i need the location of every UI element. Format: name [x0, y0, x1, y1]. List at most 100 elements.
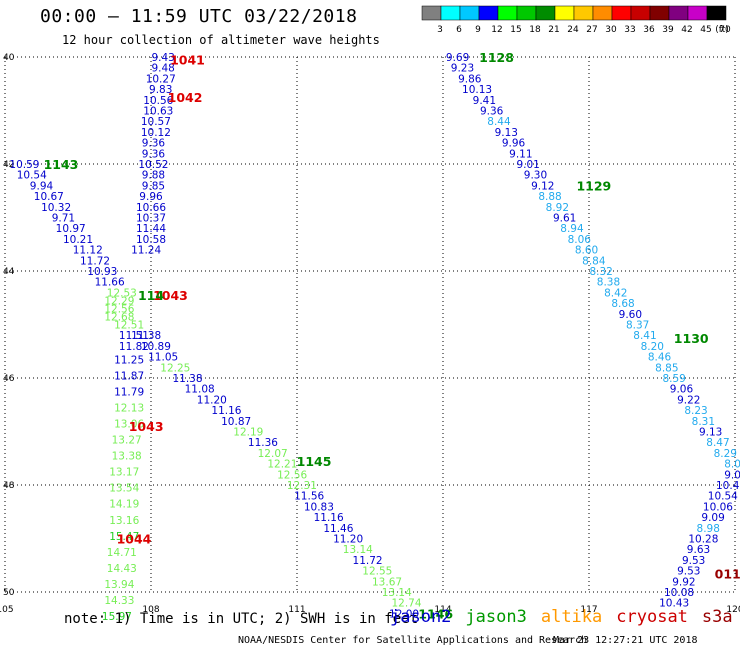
wave-height-point: 13.17	[109, 467, 139, 479]
wave-height-point: 9.96	[502, 138, 526, 150]
wave-height-point: 8.42	[604, 287, 627, 299]
wave-height-point: 10.54	[17, 170, 47, 182]
y-tick-label: 44	[3, 267, 15, 277]
color-legend: 3 6 9 12 15 18 21 24 27 30 33 36 39 42 45 70(ft)	[421, 5, 731, 35]
legend-bin-label: 33	[624, 25, 635, 35]
pass-time-label: 1130	[674, 331, 709, 346]
wave-height-point: 10.63	[143, 106, 173, 118]
wave-height-point: 8.06	[568, 234, 592, 246]
wave-height-point: 8.84	[582, 255, 606, 267]
wave-height-point: 9.11	[509, 148, 532, 160]
x-tick-label: 117	[580, 605, 597, 615]
wave-height-point: 11.38	[131, 330, 161, 342]
satellite-s3a: s3a	[701, 607, 733, 627]
wave-height-point: 12.00	[389, 608, 419, 620]
wave-height-point: 12.21	[267, 459, 297, 471]
wave-height-point: 9.06	[670, 384, 694, 396]
wave-height-point: 11.16	[211, 405, 241, 417]
legend-bin-label: 30	[605, 25, 617, 35]
wave-height-point: 8.20	[641, 341, 664, 353]
wave-height-point: 10.43	[659, 598, 689, 610]
y-tick-label: 42	[3, 160, 14, 170]
pass-time-label: 1041	[170, 53, 205, 68]
wave-height-point: 11.12	[73, 245, 103, 257]
pass-time-label: 1043	[153, 288, 188, 303]
wave-height-point: 11.24	[131, 245, 161, 257]
wave-height-point: 10.08	[664, 587, 694, 599]
wave-height-point: 11.20	[333, 534, 363, 546]
legend-bin-label: 27	[586, 25, 597, 35]
wave-height-point: 11.51	[119, 330, 149, 342]
wave-height-point: 9.96	[139, 191, 163, 203]
legend-bin-label: 24	[567, 25, 579, 35]
wave-height-point: 12.29	[104, 295, 134, 307]
wave-height-point: 8.38	[597, 277, 620, 289]
wave-height-point: 10.54	[708, 491, 738, 503]
pass-time-label: 1043	[129, 419, 164, 434]
pass-time-label: 1129	[576, 178, 611, 193]
y-tick-label: 46	[3, 374, 15, 384]
wave-height-point: 9.13	[699, 427, 722, 439]
wave-height-point: 8.44	[487, 116, 511, 128]
x-tick-label: 120	[726, 605, 740, 615]
satellite-key: jason2 jason3 altika cryosat s3a	[390, 607, 740, 627]
legend-bin-label: 15	[510, 25, 521, 35]
wave-height-point: 9.13	[495, 127, 518, 139]
y-tick-label: 40	[3, 53, 15, 63]
wave-height-point: 12.56	[104, 303, 134, 315]
wave-height-point: 11.08	[185, 384, 215, 396]
wave-height-point: 9.36	[142, 148, 166, 160]
wave-height-point: 8.41	[633, 330, 656, 342]
wave-height-point: 9.23	[451, 63, 474, 75]
wave-height-point: 8.60	[575, 245, 598, 257]
wave-height-point: 13.16	[109, 515, 139, 527]
wave-height-point: 10.89	[141, 341, 171, 353]
wave-height-point: 9.86	[458, 73, 482, 85]
wave-height-point: 10.58	[136, 234, 166, 246]
wave-height-point: 10.66	[136, 202, 166, 214]
wave-height-point: 9.83	[149, 84, 172, 96]
legend-bin-label: 39	[662, 25, 674, 35]
x-tick-label: 108	[142, 605, 159, 615]
wave-height-point: 12.53	[107, 287, 137, 299]
wave-height-point: 14.19	[109, 499, 139, 511]
pass-time-label: 1145	[297, 454, 332, 469]
pass-time-label: 1128	[479, 50, 514, 65]
wave-height-point: 15.47	[109, 531, 139, 543]
wave-height-point: 10.59	[9, 159, 39, 171]
pass-time-label: 011	[715, 566, 740, 581]
legend-bin-label: 9	[475, 25, 481, 35]
wave-height-point: 9.61	[553, 213, 576, 225]
legend-unit-label: (ft)	[715, 25, 729, 35]
legend-bin-label: 18	[529, 25, 541, 35]
wave-height-point: 10.13	[462, 84, 492, 96]
wave-height-point: 11.05	[148, 352, 178, 364]
wave-height-point: 11.25	[114, 354, 144, 366]
wave-height-point: 9.53	[682, 555, 705, 567]
wave-height-point: 9.22	[677, 394, 700, 406]
wave-height-point: 9.12	[531, 180, 554, 192]
wave-height-point: 10.67	[34, 191, 64, 203]
wave-height-point: 12.25	[160, 362, 190, 374]
wave-height-point: 8.0	[724, 459, 740, 471]
wave-height-point: 15.97	[102, 611, 132, 620]
satellite-jason3: jason3	[465, 607, 527, 627]
wave-height-point: 13.14	[382, 587, 412, 599]
wave-height-point: 12.31	[287, 480, 317, 492]
wave-height-point: 13.54	[109, 483, 139, 495]
wave-height-point: 9.60	[619, 309, 642, 321]
wave-height-point: 12.51	[114, 320, 144, 332]
y-tick-label: 50	[3, 588, 15, 598]
wave-height-point: 9.0	[724, 469, 740, 481]
wave-height-point: 9.36	[480, 106, 504, 118]
wave-height-point: 8.85	[655, 362, 678, 374]
wave-height-point: 10.83	[304, 501, 334, 513]
wave-height-point: 9.30	[524, 170, 547, 182]
wave-height-point: 11.72	[353, 555, 383, 567]
wave-height-point: 13.27	[112, 435, 142, 447]
wave-height-point: 8.92	[546, 202, 569, 214]
wave-height-point: 9.63	[687, 544, 710, 556]
wave-height-point: 14.43	[107, 563, 137, 575]
wave-height-point: 8.47	[706, 437, 729, 449]
